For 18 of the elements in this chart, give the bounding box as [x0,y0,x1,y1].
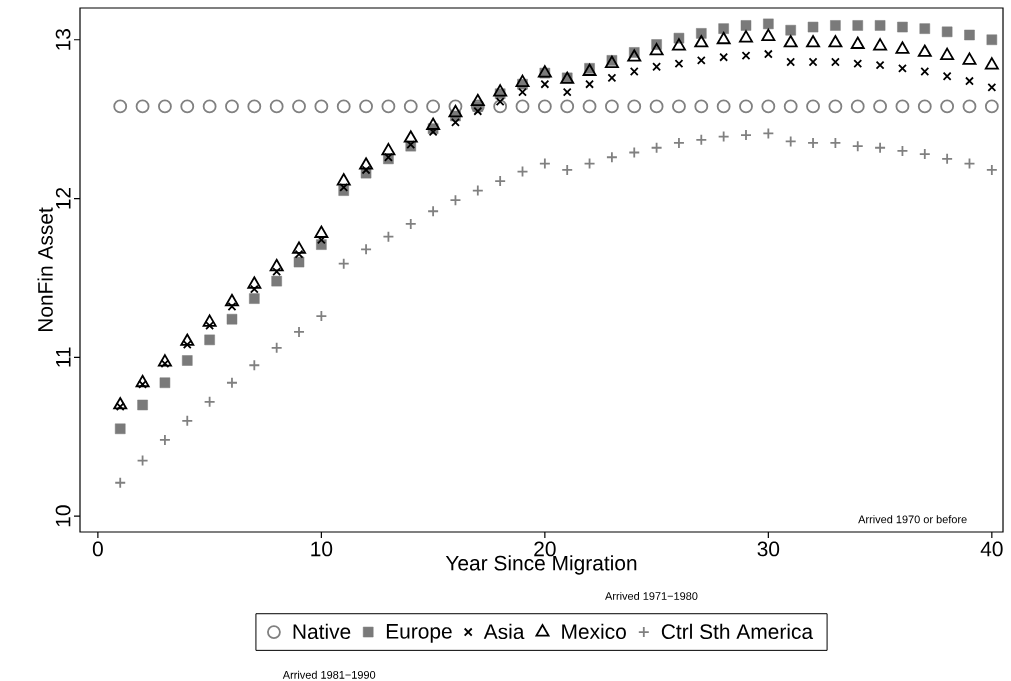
y-tick-label: 10 [55,505,71,527]
y-axis-title: NonFin Asset [37,207,53,332]
x-tick-label: 10 [311,541,333,557]
x-tick-label: 40 [980,541,1003,557]
y-tick-label: 13 [55,29,71,50]
text: Arrived 1971−1980 [605,591,698,600]
text: Arrived 1981−1990 [282,670,376,679]
y-tick-label: 12 [55,187,71,209]
legend-label: Mexico [562,623,626,640]
x-tick-label: 20 [534,541,556,557]
y-tick-label: 11 [56,347,71,367]
legend-label: Native [293,623,351,640]
legend-label: Europe [386,624,452,643]
legend-label: Ctrl Sth America [661,623,814,640]
x-tick-label: 0 [92,541,103,557]
legend-label: Asia [483,623,525,640]
annotation: Arrived 1970 or before [858,515,967,524]
x-tick-label: 30 [757,541,780,557]
